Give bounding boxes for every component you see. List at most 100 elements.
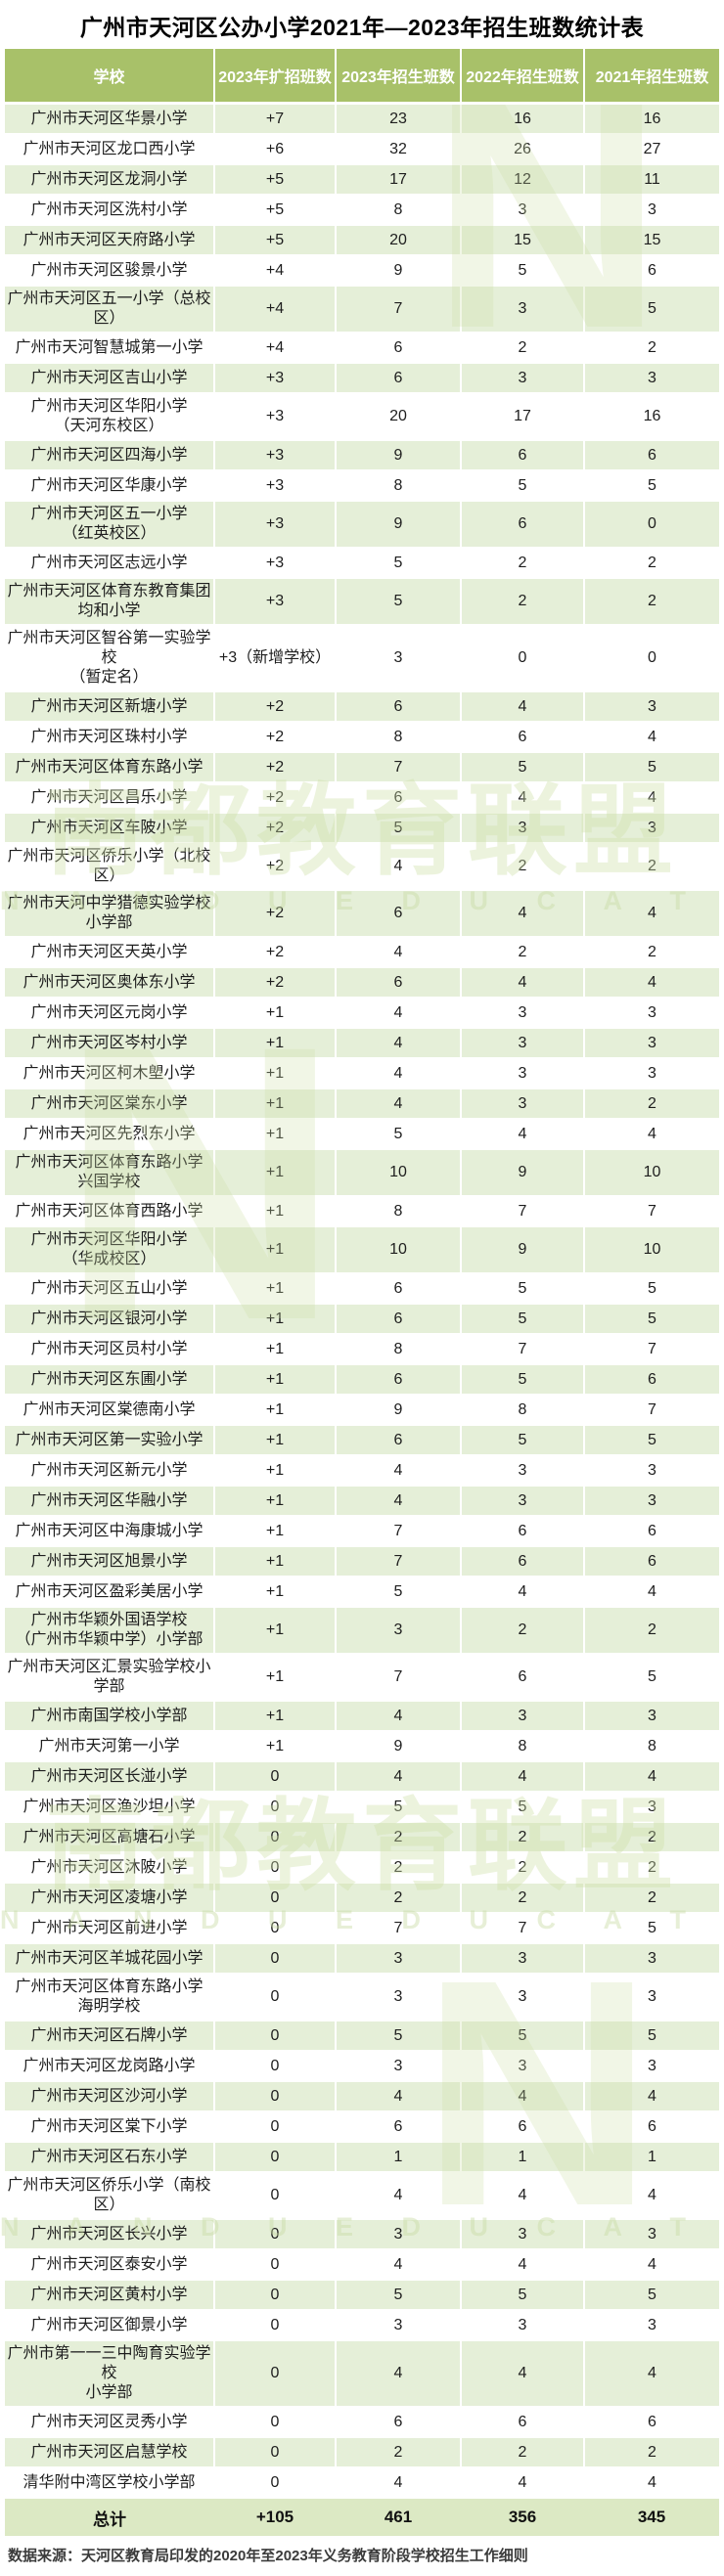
value-cell: +1 [214,1119,337,1150]
value-cell: 4 [584,1577,719,1608]
column-header-enroll-2023: 2023年招生班数 [336,49,462,105]
value-cell: 8 [336,470,462,502]
value-cell: 0 [214,2407,337,2438]
table-row: 广州市天河区昌乐小学 +2 6 4 4 [5,782,719,814]
value-cell: 5 [461,1792,585,1823]
table-header: 学校 2023年扩招班数 2023年招生班数 2022年招生班数 2021年招生… [5,49,719,105]
value-cell: 4 [584,722,719,753]
value-cell: 2 [336,1822,462,1853]
value-cell: 3 [336,2051,462,2082]
school-name-cell: 广州市天河区启慧学校 [5,2437,215,2468]
table-row: 广州市天河区吉山小学 +3 6 3 3 [5,363,719,394]
value-cell: +1 [214,1425,337,1456]
value-cell: 6 [461,440,585,471]
value-cell: 9 [461,1226,585,1274]
table-row: 广州市天河区柯木塱小学 +1 4 3 3 [5,1058,719,1089]
value-cell: 6 [584,1516,719,1547]
value-cell: 4 [336,1701,462,1732]
value-cell: 5 [584,2021,719,2052]
total-enroll-2023: 461 [336,2498,461,2536]
value-cell: 5 [461,470,585,502]
value-cell: +1 [214,1196,337,1227]
school-name-cell: 广州市天河区泰安小学 [5,2249,215,2281]
value-cell: +3 [214,470,337,502]
value-cell: 3 [584,1792,719,1823]
value-cell: 15 [461,225,585,256]
school-name-cell: 广州市天河区吉山小学 [5,363,215,394]
value-cell: 6 [461,1516,585,1547]
value-cell: 9 [461,1149,585,1197]
value-cell: 6 [461,1654,585,1702]
value-cell: 4 [461,890,585,938]
school-name-cell: 广州市天河区第一实验小学 [5,1425,215,1456]
value-cell: 3 [584,1486,719,1517]
value-cell: 5 [584,470,719,502]
school-name-cell: 广州市天河区岑村小学 [5,1028,215,1059]
table-row: 广州市天河区华阳小学 （华成校区） +1 10 9 10 [5,1226,719,1274]
value-cell: 4 [336,1455,462,1487]
value-cell: 0 [214,1883,337,1914]
value-cell: +1 [214,1088,337,1120]
value-cell: 2 [584,2437,719,2468]
value-cell: 2 [461,1883,585,1914]
table-row: 广州市天河区华阳小学 （天河东校区） +3 20 17 16 [5,393,719,441]
value-cell: 3 [336,1607,462,1655]
value-cell: 3 [461,1974,585,2021]
value-cell: 20 [336,225,462,256]
value-cell: 6 [336,967,462,999]
value-cell: 0 [584,501,719,549]
value-cell: 3 [461,1943,585,1975]
school-name-cell: 广州市天河区灵秀小学 [5,2407,215,2438]
value-cell: 5 [584,1304,719,1335]
value-cell: +4 [214,255,337,287]
value-cell: +1 [214,1546,337,1577]
value-cell: +4 [214,286,337,333]
value-cell: +1 [214,1577,337,1608]
school-name-cell: 广州市天河中学猎德实验学校 小学部 [5,890,215,938]
enrollment-table: 学校 2023年扩招班数 2023年招生班数 2022年招生班数 2021年招生… [5,49,719,2536]
value-cell: 3 [461,195,585,226]
value-cell: 3 [461,2310,585,2341]
value-cell: 7 [336,1516,462,1547]
value-cell: 27 [584,134,719,165]
value-cell: 2 [584,1883,719,1914]
school-name-cell: 广州市天河区体育东路小学 兴国学校 [5,1149,215,1197]
value-cell: 0 [214,1761,337,1793]
table-row: 清华附中湾区学校小学部 0 4 4 4 [5,2467,719,2499]
value-cell: 6 [336,2111,462,2143]
value-cell: 8 [336,195,462,226]
table-row: 广州市天河区龙口西小学 +6 32 26 27 [5,134,719,165]
table-row: 广州市天河区岑村小学 +1 4 3 3 [5,1028,719,1059]
school-name-cell: 广州市天河区石东小学 [5,2142,215,2173]
value-cell: 0 [214,2249,337,2281]
value-cell: 4 [584,2340,719,2408]
value-cell: 10 [336,1226,462,1274]
value-cell: 4 [336,843,462,891]
value-cell: 16 [584,103,719,135]
school-name-cell: 广州市天河区渔沙坦小学 [5,1792,215,1823]
school-name-cell: 广州市天河第一小学 [5,1731,215,1762]
value-cell: 2 [461,1822,585,1853]
value-cell: +6 [214,134,337,165]
value-cell: 3 [584,1974,719,2021]
value-cell: 3 [461,813,585,844]
table-row: 广州市天河区志远小学 +3 5 2 2 [5,548,719,579]
value-cell: +2 [214,691,337,723]
total-enroll-2022: 356 [461,2498,584,2536]
value-cell: 5 [336,1577,462,1608]
school-name-cell: 广州市天河区洗村小学 [5,195,215,226]
table-row: 广州市天河区五山小学 +1 6 5 5 [5,1273,719,1305]
school-name-cell: 广州市天河区羊城花园小学 [5,1943,215,1975]
value-cell: 32 [336,134,462,165]
table-row: 广州市天河区奥体东小学 +2 6 4 4 [5,967,719,999]
school-name-cell: 广州市天河区棠德南小学 [5,1395,215,1426]
value-cell: 3 [461,1701,585,1732]
value-cell: +4 [214,333,337,364]
value-cell: 2 [461,578,585,626]
value-cell: 4 [461,967,585,999]
value-cell: 0 [214,1822,337,1853]
value-cell: +3 [214,548,337,579]
total-expand-2023: +105 [214,2498,336,2536]
value-cell: 6 [461,2111,585,2143]
value-cell: 3 [461,998,585,1029]
